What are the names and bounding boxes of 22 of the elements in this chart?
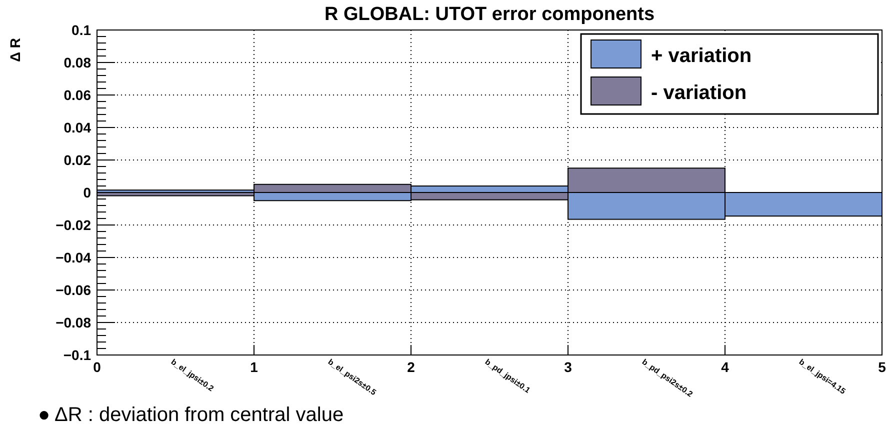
y-axis-title: Δ R <box>7 38 23 62</box>
y-tick-label: −0.02 <box>56 217 92 233</box>
y-tick-label: −0.04 <box>56 250 92 266</box>
y-tick-label: 0.02 <box>64 152 92 168</box>
y-tick-label: −0.1 <box>63 347 92 363</box>
y-tick-label: 0 <box>83 184 92 200</box>
x-tick-label: 5 <box>878 359 886 375</box>
x-tick-label: 1 <box>250 359 258 375</box>
chart-title: R GLOBAL: UTOT error components <box>324 4 655 25</box>
y-tick-label: 0.1 <box>72 22 92 38</box>
legend-label: + variation <box>651 45 752 67</box>
y-tick-label: −0.08 <box>56 314 92 330</box>
x-tick-label: 4 <box>721 359 730 375</box>
x-tick-label: 3 <box>564 359 572 375</box>
y-tick-label: 0.06 <box>64 87 92 103</box>
y-tick-label: −0.06 <box>56 282 92 298</box>
y-tick-label: 0.04 <box>64 120 92 136</box>
text: ● ΔR : deviation from central value <box>38 404 344 426</box>
y-tick-label: 0.08 <box>64 54 92 70</box>
legend-label: - variation <box>651 82 747 104</box>
x-tick-label: 2 <box>407 359 416 375</box>
x-tick-label: 0 <box>93 359 102 375</box>
